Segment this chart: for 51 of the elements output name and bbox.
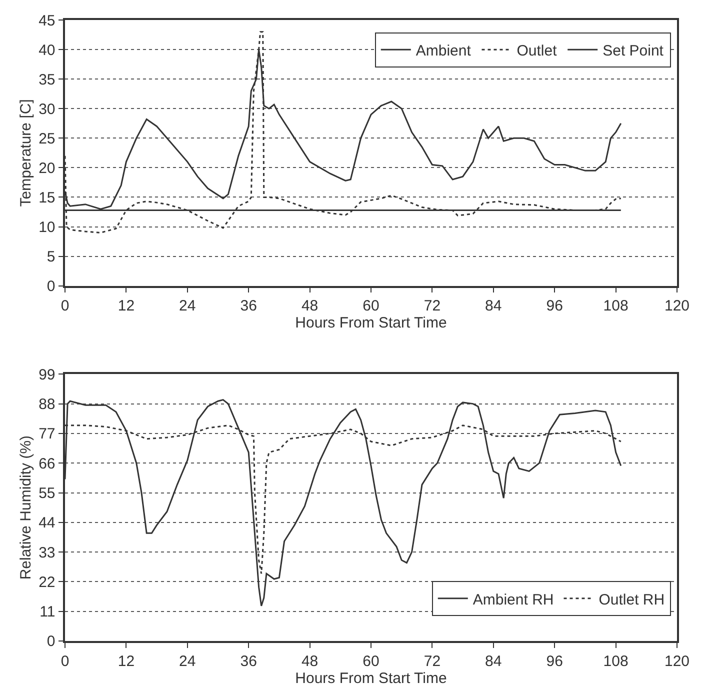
legend-label: Outlet (516, 42, 558, 60)
x-tick-label: 84 (485, 298, 502, 315)
x-tick-label: 48 (301, 298, 318, 315)
x-tick-label: 12 (118, 298, 135, 315)
x-tick-label: 12 (118, 652, 135, 670)
x-axis-title: Hours From Start Time (295, 314, 447, 332)
x-tick-label: 36 (240, 652, 257, 670)
x-tick-label: 0 (60, 652, 70, 670)
x-tick-label: 84 (485, 652, 502, 670)
x-tick-label: 120 (664, 298, 690, 315)
y-tick-label: 66 (38, 455, 56, 472)
y-tick-label: 0 (46, 278, 56, 296)
y-tick-label: 22 (38, 574, 56, 591)
x-tick-label: 96 (546, 652, 563, 670)
y-tick-label: 30 (38, 100, 56, 118)
y-tick-label: 88 (38, 396, 56, 414)
x-tick-label: 120 (664, 652, 690, 670)
y-tick-label: 35 (38, 71, 56, 88)
y-axis-title: Temperature [C] (17, 99, 34, 207)
y-tick-label: 45 (38, 12, 56, 30)
x-tick-label: 60 (362, 652, 380, 670)
x-tick-label: 96 (546, 298, 563, 315)
x-tick-label: 48 (301, 652, 318, 670)
y-tick-label: 10 (38, 219, 56, 236)
legend-label: Ambient (416, 42, 472, 60)
x-tick-label: 24 (179, 298, 196, 315)
x-tick-label: 72 (424, 652, 441, 670)
y-tick-label: 77 (38, 426, 56, 443)
x-tick-label: 0 (60, 298, 70, 315)
legend-label: Outlet RH (598, 591, 665, 608)
y-tick-label: 40 (38, 42, 56, 59)
y-tick-label: 25 (38, 130, 56, 148)
x-tick-label: 108 (603, 652, 628, 670)
y-axis-title: Relative Humidity (%) (17, 435, 34, 580)
x-tick-label: 108 (603, 298, 628, 315)
y-tick-label: 99 (38, 366, 56, 384)
legend-label: Set Point (602, 42, 664, 60)
y-tick-label: 33 (38, 544, 56, 562)
x-tick-label: 72 (424, 298, 441, 315)
y-tick-label: 5 (46, 248, 56, 266)
x-axis-title: Hours From Start Time (295, 670, 447, 687)
x-tick-label: 60 (362, 298, 380, 315)
legend-label: Ambient RH (472, 591, 554, 608)
y-tick-label: 20 (38, 160, 56, 177)
x-tick-label: 36 (240, 298, 257, 315)
y-tick-label: 55 (38, 485, 56, 502)
y-tick-label: 44 (38, 514, 56, 532)
y-tick-label: 15 (38, 189, 56, 206)
y-tick-label: 11 (40, 604, 56, 621)
x-tick-label: 24 (179, 652, 196, 670)
y-tick-label: 0 (46, 633, 56, 650)
